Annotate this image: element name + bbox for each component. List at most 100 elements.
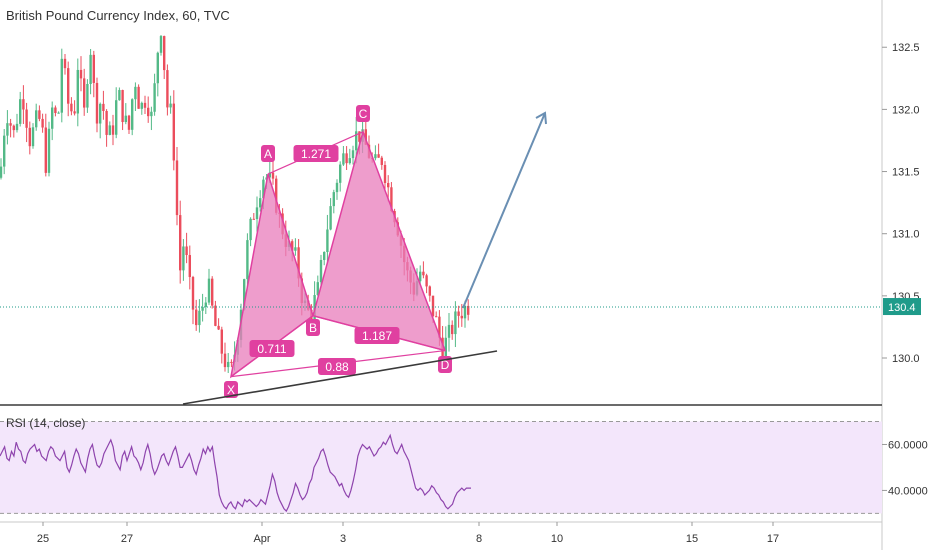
candle-body xyxy=(211,278,214,306)
candle-body xyxy=(419,271,422,282)
candle-body xyxy=(92,54,95,83)
candle-body xyxy=(444,337,447,361)
candle-body xyxy=(73,111,76,114)
candle-body xyxy=(342,153,345,165)
candle-body xyxy=(435,316,438,318)
ratio-label-bg xyxy=(354,327,400,344)
pattern-point-x: X xyxy=(224,381,238,398)
time-tick-label: 15 xyxy=(686,533,698,545)
candle-body xyxy=(9,123,12,126)
pattern-point-text: X xyxy=(227,383,235,397)
candle-body xyxy=(95,82,99,124)
pattern-point-bg xyxy=(224,381,238,398)
candle-body xyxy=(172,103,175,161)
ratio-label-bg xyxy=(293,145,339,162)
candle-body xyxy=(358,131,361,142)
candle-body xyxy=(255,207,259,220)
projection-arrowhead xyxy=(535,111,547,125)
candle-body xyxy=(60,58,63,113)
candle-body xyxy=(198,310,201,326)
pattern-point-text: B xyxy=(309,321,317,335)
ratio-label-text: 1.187 xyxy=(362,329,392,343)
pattern-point-b: B xyxy=(306,319,320,336)
pattern-point-a: A xyxy=(261,145,275,162)
candle-body xyxy=(252,218,255,220)
candle-body xyxy=(76,69,79,114)
candle-body xyxy=(425,275,428,287)
candle-body xyxy=(204,302,207,308)
candle-body xyxy=(243,279,246,310)
candle-body xyxy=(83,78,86,108)
candle-body xyxy=(3,135,6,167)
candle-body xyxy=(246,240,249,280)
pattern-point-bg xyxy=(261,145,275,162)
time-tick-label: Apr xyxy=(253,533,270,545)
candle-body xyxy=(451,324,454,335)
candle-body xyxy=(38,110,41,119)
candle-body xyxy=(438,316,441,338)
candle-body xyxy=(201,307,204,311)
candle-body xyxy=(79,69,83,79)
candle-body xyxy=(169,103,172,108)
candle-body xyxy=(335,182,339,193)
candle-body xyxy=(156,52,159,84)
candle-body xyxy=(99,103,102,124)
candle-body xyxy=(105,110,108,135)
candle-body xyxy=(268,172,271,178)
candle-body xyxy=(383,164,387,184)
candle-body xyxy=(339,164,342,183)
ratio-label-text: 1.271 xyxy=(301,147,331,161)
candle-body xyxy=(44,127,47,173)
candle-body xyxy=(428,286,431,296)
candle-body xyxy=(115,100,118,135)
ratio-label-text: 0.88 xyxy=(325,360,349,374)
candle-body xyxy=(22,99,25,110)
pattern-point-text: A xyxy=(264,147,272,161)
candle-body xyxy=(364,129,367,145)
support-trendline xyxy=(182,350,498,405)
candle-body xyxy=(345,153,348,164)
candle-body xyxy=(230,361,233,363)
candle-body xyxy=(166,70,169,108)
candle-body xyxy=(28,127,31,147)
candle-body xyxy=(150,111,153,117)
candle-body xyxy=(137,86,140,109)
candle-body xyxy=(214,305,217,326)
candle-body xyxy=(297,247,300,279)
candle-body xyxy=(57,112,60,114)
time-tick-label: 27 xyxy=(121,533,133,545)
candle-body xyxy=(86,83,89,108)
candle-body xyxy=(380,157,383,165)
ratio-label-bg xyxy=(318,358,356,375)
ratio-label-4: 0.88 xyxy=(318,358,356,375)
candle-body xyxy=(0,166,3,178)
candle-body xyxy=(70,103,73,112)
rsi-title: RSI (14, close) xyxy=(6,416,86,430)
candle-body xyxy=(374,154,377,159)
pattern-point-bg xyxy=(356,105,370,122)
candle-body xyxy=(63,58,67,69)
time-tick-label: 8 xyxy=(476,533,482,545)
candle-body xyxy=(47,128,51,173)
candle-body xyxy=(185,246,188,256)
last-price-badge xyxy=(883,298,921,316)
candle-body xyxy=(15,123,19,131)
candle-body xyxy=(31,127,35,147)
candle-body xyxy=(348,158,351,164)
candle-body xyxy=(195,309,198,326)
ratio-label-text: 0.711 xyxy=(257,342,286,356)
price-tick-label: 132.5 xyxy=(892,42,920,54)
candle-body xyxy=(332,192,335,207)
candle-body xyxy=(124,115,127,123)
price-tick-label: 130.0 xyxy=(892,353,920,365)
rsi-band xyxy=(0,421,882,514)
candle-body xyxy=(377,154,380,158)
candle-body xyxy=(454,311,457,335)
candle-body xyxy=(249,218,252,241)
candle-body xyxy=(351,150,355,159)
candle-body xyxy=(259,198,262,208)
candle-body xyxy=(127,115,131,130)
time-tick-label: 10 xyxy=(551,533,563,545)
candle-body xyxy=(143,102,147,108)
